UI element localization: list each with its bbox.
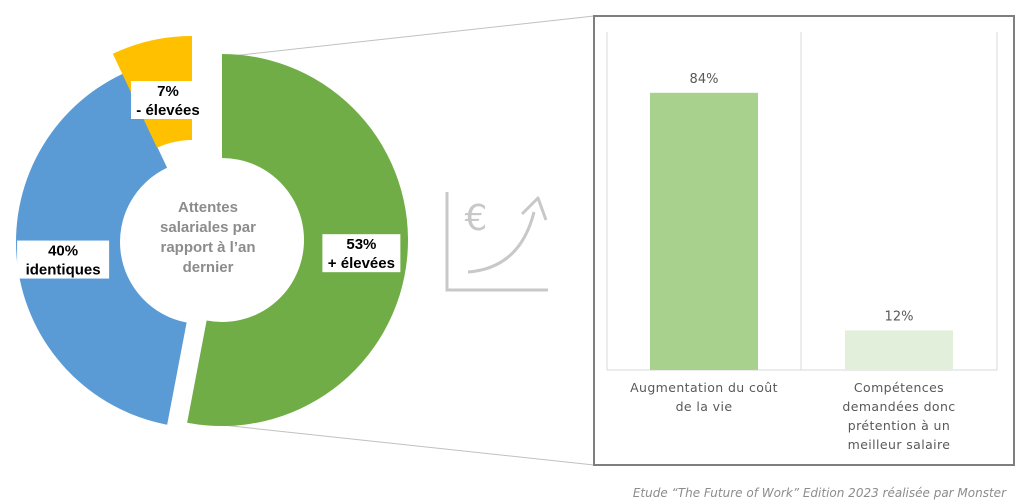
bar-category-label-0: Augmentation du coût (630, 380, 778, 395)
bar-category-label-1: Compétences (854, 380, 944, 395)
donut-center-line: Attentes (178, 199, 238, 216)
donut-label-text: - élevées (136, 102, 199, 119)
bar-1 (845, 330, 953, 370)
donut-labels: 53% + élevées 40% identiques 7% - élevées (17, 81, 401, 279)
donut-center-title: Attentes salariales par rapport à l’an dern… (160, 199, 256, 276)
bar-value-label-0: 84% (690, 72, 719, 87)
bar-chart: 84% Augmentation du coût de la vie 12% Compé… (630, 72, 955, 452)
bar-category-label-1: meilleur salaire (848, 437, 951, 452)
donut-label-text: identiques (26, 262, 101, 279)
euro-growth-icon: € (445, 192, 548, 292)
donut-label-box (17, 240, 110, 279)
donut-label-box (131, 81, 205, 119)
donut-center-line: rapport à l’an (160, 239, 255, 256)
donut-label-text: + élevées (328, 255, 395, 272)
bar-value-label-1: 12% (885, 309, 914, 324)
donut-label-text: 53% (346, 236, 376, 253)
donut-label-2: 7% - élevées (131, 81, 205, 119)
donut-label-text: 40% (48, 243, 78, 260)
donut-label-0: 53% + élevées (322, 234, 401, 273)
bar-0 (650, 92, 758, 371)
donut-label-text: 7% (157, 83, 179, 100)
bar-category-label-1: prétention à un (848, 418, 950, 433)
donut-center-line: dernier (183, 259, 234, 276)
donut-center-line: salariales par (160, 219, 256, 236)
bar-category-label-0: de la vie (676, 399, 733, 414)
euro-symbol: € (465, 198, 488, 239)
donut-label-box (322, 234, 401, 273)
donut-label-1: 40% identiques (17, 240, 110, 279)
source-note: Etude “The Future of Work” Edition 2023 … (632, 486, 1006, 500)
donut-slice-0 (187, 54, 409, 426)
bar-category-label-1: demandées donc (842, 399, 955, 414)
connector-line-bottom (221, 424, 595, 466)
connector-line-top (221, 15, 595, 58)
